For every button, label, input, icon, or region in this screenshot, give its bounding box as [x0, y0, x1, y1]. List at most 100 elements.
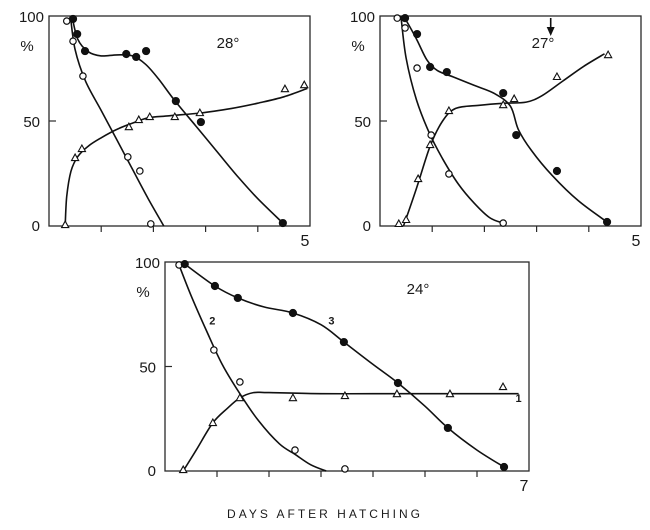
data-point-open-triangle [145, 111, 155, 121]
data-point-filled-circle [499, 462, 509, 472]
data-point-open-circle [79, 72, 87, 80]
data-point-open-triangle [288, 393, 298, 402]
data-point-open-circle [341, 465, 349, 473]
panel-24-degrees: 100% 50 0 7 24° 2 3 1 [135, 255, 530, 495]
series-1-curve [64, 87, 308, 227]
data-point-open-triangle [509, 93, 519, 103]
x-tick-label-end: 5 [301, 233, 310, 250]
y-axis-unit: % [20, 38, 33, 55]
data-point-open-circle [69, 37, 77, 46]
data-point-filled-circle [512, 130, 521, 140]
y-tick-label-100: 100 [350, 9, 375, 26]
data-point-filled-circle [412, 29, 422, 39]
series-2-curve [178, 264, 327, 472]
data-point-open-triangle [603, 50, 613, 59]
plot-frame [164, 261, 530, 472]
data-point-open-circle [210, 346, 218, 354]
data-point-open-triangle [134, 114, 144, 124]
data-point-open-triangle [178, 464, 188, 474]
series-1-curve [182, 391, 519, 472]
series-3-curve [71, 15, 284, 224]
series-1-curve [402, 53, 605, 227]
data-point-open-circle [393, 14, 402, 22]
y-axis-unit: % [136, 284, 149, 301]
data-point-open-triangle [280, 84, 290, 93]
data-point-open-circle [445, 170, 453, 178]
data-point-filled-circle [426, 62, 435, 72]
data-point-open-triangle [392, 389, 402, 398]
data-point-filled-circle [602, 217, 612, 227]
data-point-filled-circle [278, 218, 287, 228]
y-tick-label-50: 50 [354, 114, 371, 131]
data-point-open-circle [413, 64, 421, 72]
data-point-filled-circle [180, 259, 189, 269]
panel-title: 28° [217, 35, 240, 52]
data-point-open-circle [124, 153, 132, 161]
curve-label-2: 2 [209, 316, 215, 328]
x-tick-label-end: 5 [632, 233, 641, 250]
data-point-filled-circle [132, 52, 141, 62]
data-point-filled-circle [400, 14, 410, 23]
y-tick-label-0: 0 [148, 463, 156, 480]
data-point-filled-circle [210, 281, 220, 291]
curve-label-3: 3 [328, 316, 334, 328]
y-tick-label-0: 0 [363, 218, 371, 235]
data-point-open-triangle [552, 71, 562, 81]
data-point-open-circle [236, 378, 244, 386]
y-tick-label-50: 50 [139, 360, 156, 377]
data-point-open-triangle [401, 214, 411, 224]
data-point-open-circle [427, 131, 435, 139]
data-point-filled-circle [196, 117, 206, 127]
data-point-filled-circle [122, 49, 131, 59]
data-point-open-triangle [124, 122, 134, 131]
series-3-curve [405, 19, 608, 223]
series-3-curve [184, 263, 505, 468]
data-point-filled-circle [141, 46, 151, 56]
data-point-filled-circle [499, 88, 508, 98]
data-point-open-triangle [425, 139, 435, 149]
x-axis-label: DAYS AFTER HATCHING [227, 507, 423, 521]
data-point-open-triangle [195, 107, 205, 117]
data-point-filled-circle [233, 293, 242, 303]
data-point-open-circle [146, 220, 155, 228]
series-2-curve [69, 15, 165, 227]
data-point-open-triangle [498, 381, 508, 391]
y-axis-unit: % [351, 38, 364, 55]
data-point-filled-circle [443, 423, 452, 433]
panel-27-degrees: 100% 50 0 5 27° [350, 9, 642, 250]
data-point-filled-circle [171, 96, 180, 106]
x-tick-label-end: 7 [520, 478, 529, 495]
plot-frame [379, 15, 642, 227]
data-point-open-circle [401, 24, 409, 32]
series-2-curve [400, 15, 504, 224]
y-tick-label-0: 0 [32, 218, 40, 235]
data-point-open-triangle [444, 105, 454, 115]
data-point-filled-circle [442, 67, 451, 77]
data-point-open-triangle [445, 389, 455, 398]
data-point-filled-circle [288, 308, 298, 318]
arrow-down-icon-head [546, 27, 555, 36]
data-point-filled-circle [68, 14, 78, 24]
data-point-open-triangle [77, 143, 87, 153]
data-point-open-circle [499, 219, 507, 227]
data-point-open-triangle [208, 417, 218, 427]
data-point-open-circle [291, 446, 299, 454]
panel-28-degrees: 100% 50 0 5 28° [19, 9, 311, 250]
curve-label-1: 1 [516, 393, 522, 405]
y-tick-label-100: 100 [19, 9, 44, 26]
plot-frame [48, 15, 311, 227]
data-point-open-triangle [60, 219, 70, 229]
data-point-filled-circle [339, 337, 348, 347]
data-point-filled-circle [393, 378, 403, 388]
y-tick-label-100: 100 [135, 255, 160, 272]
data-point-open-triangle [170, 111, 180, 121]
data-point-open-triangle [70, 152, 80, 162]
data-point-open-triangle [498, 100, 508, 109]
panel-title: 27° [532, 35, 555, 52]
panel-title: 24° [407, 281, 430, 298]
data-point-filled-circle [552, 166, 562, 176]
data-point-open-triangle [413, 173, 423, 183]
data-point-open-triangle [340, 390, 350, 400]
data-point-open-triangle [299, 80, 309, 89]
